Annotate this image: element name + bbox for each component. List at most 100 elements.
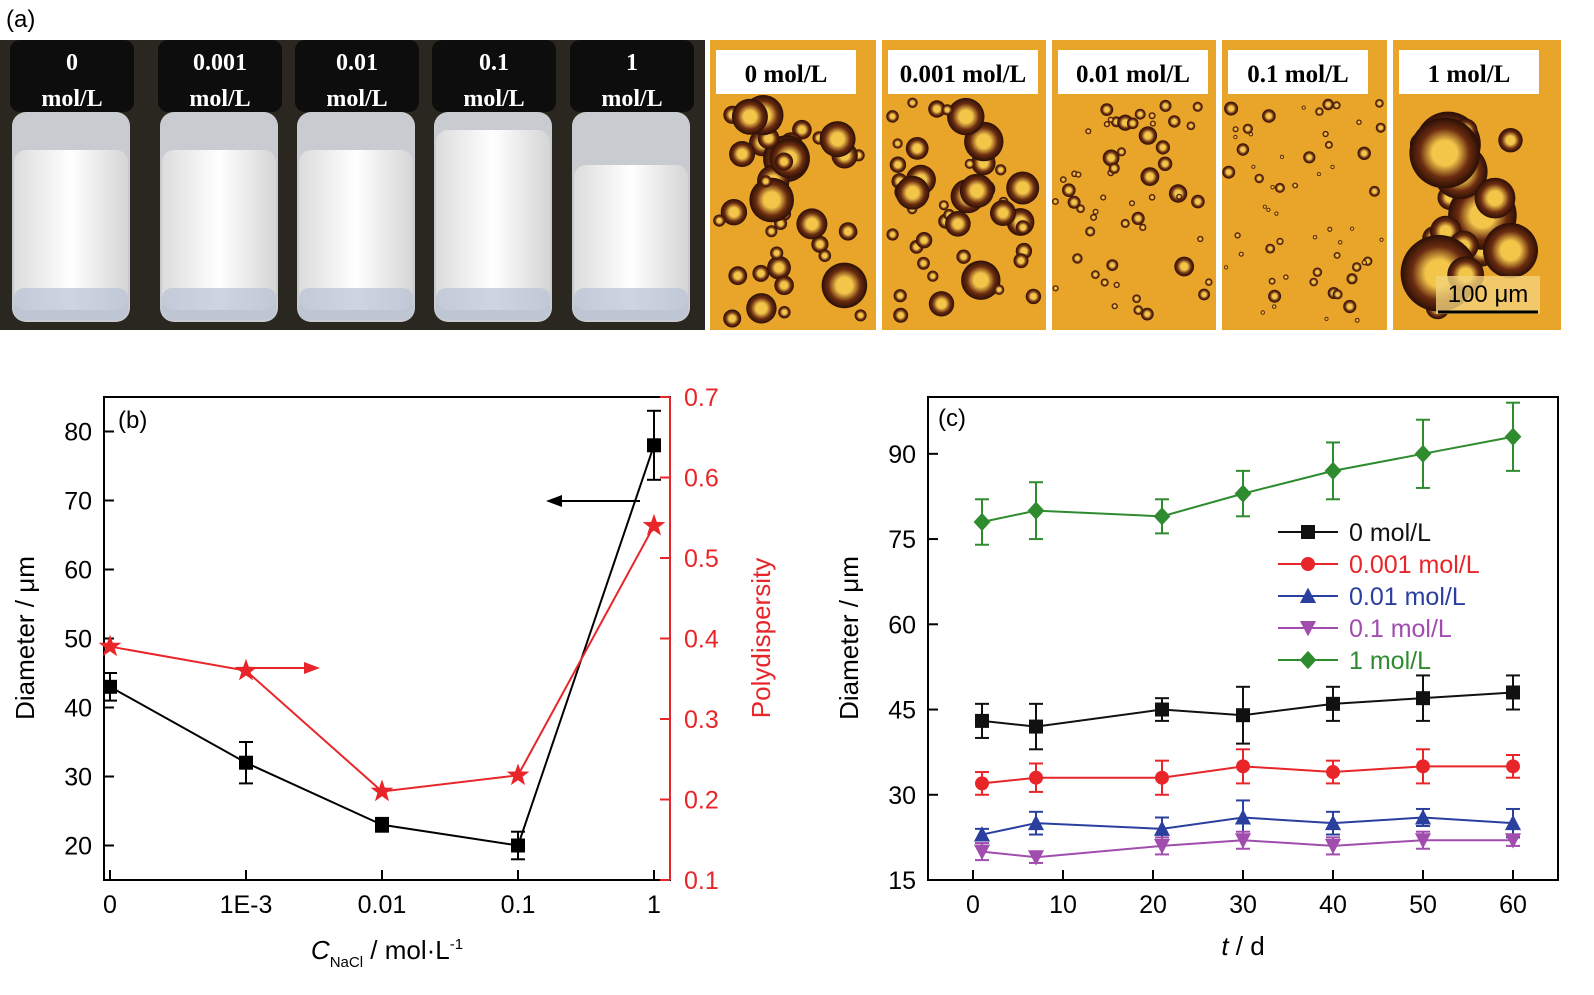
chart-c-x-tick-label: 50 [1409,891,1437,919]
chart-c-point-4 [1234,484,1252,503]
droplet [1100,194,1107,201]
droplet [1242,123,1253,134]
chart-b-arrow-left [546,495,640,507]
scale-bar-bg [1436,276,1540,314]
chart-b-point-0 [239,755,253,770]
chart-b-right-tick-label: 0.4 [684,626,719,654]
chart-c-point-0 [1029,719,1043,734]
droplet [1013,253,1029,269]
chart-b-left-tick-label: 60 [64,557,92,585]
chart-c-point-0 [1155,702,1169,717]
chart-b-right-tick-label: 0.7 [684,384,719,412]
droplet [893,289,907,303]
vial-bottom-layer [299,288,413,320]
droplet [728,266,748,286]
chart-c-y-tick-label: 30 [888,782,916,810]
chart-b-point-0 [375,817,389,832]
droplet [938,200,949,211]
droplet [1205,278,1213,286]
chart-b-x-tick-label: 0.01 [358,891,407,919]
droplet [1312,267,1323,277]
micrograph-label: 0.001 mol/L [900,61,1026,88]
droplet [1333,252,1341,259]
droplet [1091,270,1100,279]
chart-b-left-tick-label: 30 [64,764,92,792]
droplet [1100,278,1109,287]
micrograph-2: 0.01 mol/L [1052,40,1216,330]
chart-b-right-tick-label: 0.1 [684,867,719,895]
chart-c-point-3 [1234,833,1252,849]
chart-c-point-3 [1504,833,1522,849]
chart-c-x-tick-label: 60 [1499,891,1527,919]
droplet [1157,156,1173,171]
vial-1: 0.001 mol/L [158,40,282,322]
chart-b-point-1 [506,763,530,786]
chart-c-legend-label: 0 mol/L [1349,519,1431,547]
chart-c-point-1 [1506,759,1520,774]
droplet [1113,281,1120,288]
droplet [1191,194,1205,209]
chart-c-point-3 [1027,850,1045,866]
vial-bottom-layer [436,288,550,320]
chart-c-point-0 [1326,696,1340,711]
droplet [1233,134,1238,140]
droplet [1483,223,1538,278]
chart-c-x-tick-label: 10 [1049,891,1077,919]
scale-bar-label: 100 μm [1448,281,1529,308]
droplet [1332,289,1343,300]
droplet [941,104,953,116]
droplet [1254,173,1264,184]
chart-c-point-0 [1236,708,1250,723]
chart-b-point-1 [98,634,122,657]
chart-c-point-1 [975,776,989,791]
droplet [1103,121,1110,128]
droplet [1198,288,1210,301]
droplet [1140,167,1160,186]
chart-c-legend-item-4: 1 mol/L [1278,647,1431,675]
vial-label-unit: mol/L [463,86,524,112]
droplet [1357,146,1371,160]
droplet [1274,211,1279,216]
chart-c-point-2 [1027,814,1045,831]
droplet [959,173,995,208]
droplet [1120,218,1130,228]
chart-c-legend-item-3: 0.1 mol/L [1278,615,1452,643]
droplet [1330,164,1335,170]
vial-3: 0.1 mol/L [432,40,556,322]
droplet [1117,147,1126,157]
chart-c-legend-label: 0.01 mol/L [1349,583,1466,611]
droplet [759,175,772,188]
chart-c-point-4 [973,512,991,532]
droplet [713,214,726,227]
vial-label-unit: mol/L [41,86,102,112]
micrograph-1: 0.001 mol/L [882,40,1046,330]
droplet [1315,107,1324,116]
droplet [1356,119,1362,125]
droplet [917,256,930,270]
droplet [1251,164,1256,169]
droplet [1174,256,1195,277]
droplet [1106,259,1119,271]
chart-c-legend-marker [1299,587,1317,603]
droplet [838,222,858,241]
droplet [886,110,899,123]
vial-emulsion [299,150,413,310]
chart-b-right-tick-label: 0.3 [684,706,719,734]
droplet [1343,299,1357,314]
scale-bar: 100 μm [1436,276,1540,314]
chart-b-x-tick-label: 0.1 [501,891,536,919]
droplet [765,225,778,238]
chart-c-point-2 [1324,814,1342,831]
droplet [956,249,971,264]
chart-c-point-2 [973,826,991,842]
droplet [1149,120,1156,127]
droplet [1085,226,1096,237]
chart-b-left-tick-label: 20 [64,833,92,861]
chart-c-point-4 [1504,427,1522,446]
droplet [1292,182,1298,189]
droplet [796,208,828,240]
panel-a-photo-strip: 0mol/L0.001mol/L0.01mol/L0.1mol/L1mol/L … [0,40,1561,330]
chart-c-legend-item-0: 0 mol/L [1278,519,1431,547]
droplet [915,232,933,249]
droplet [1232,126,1239,133]
